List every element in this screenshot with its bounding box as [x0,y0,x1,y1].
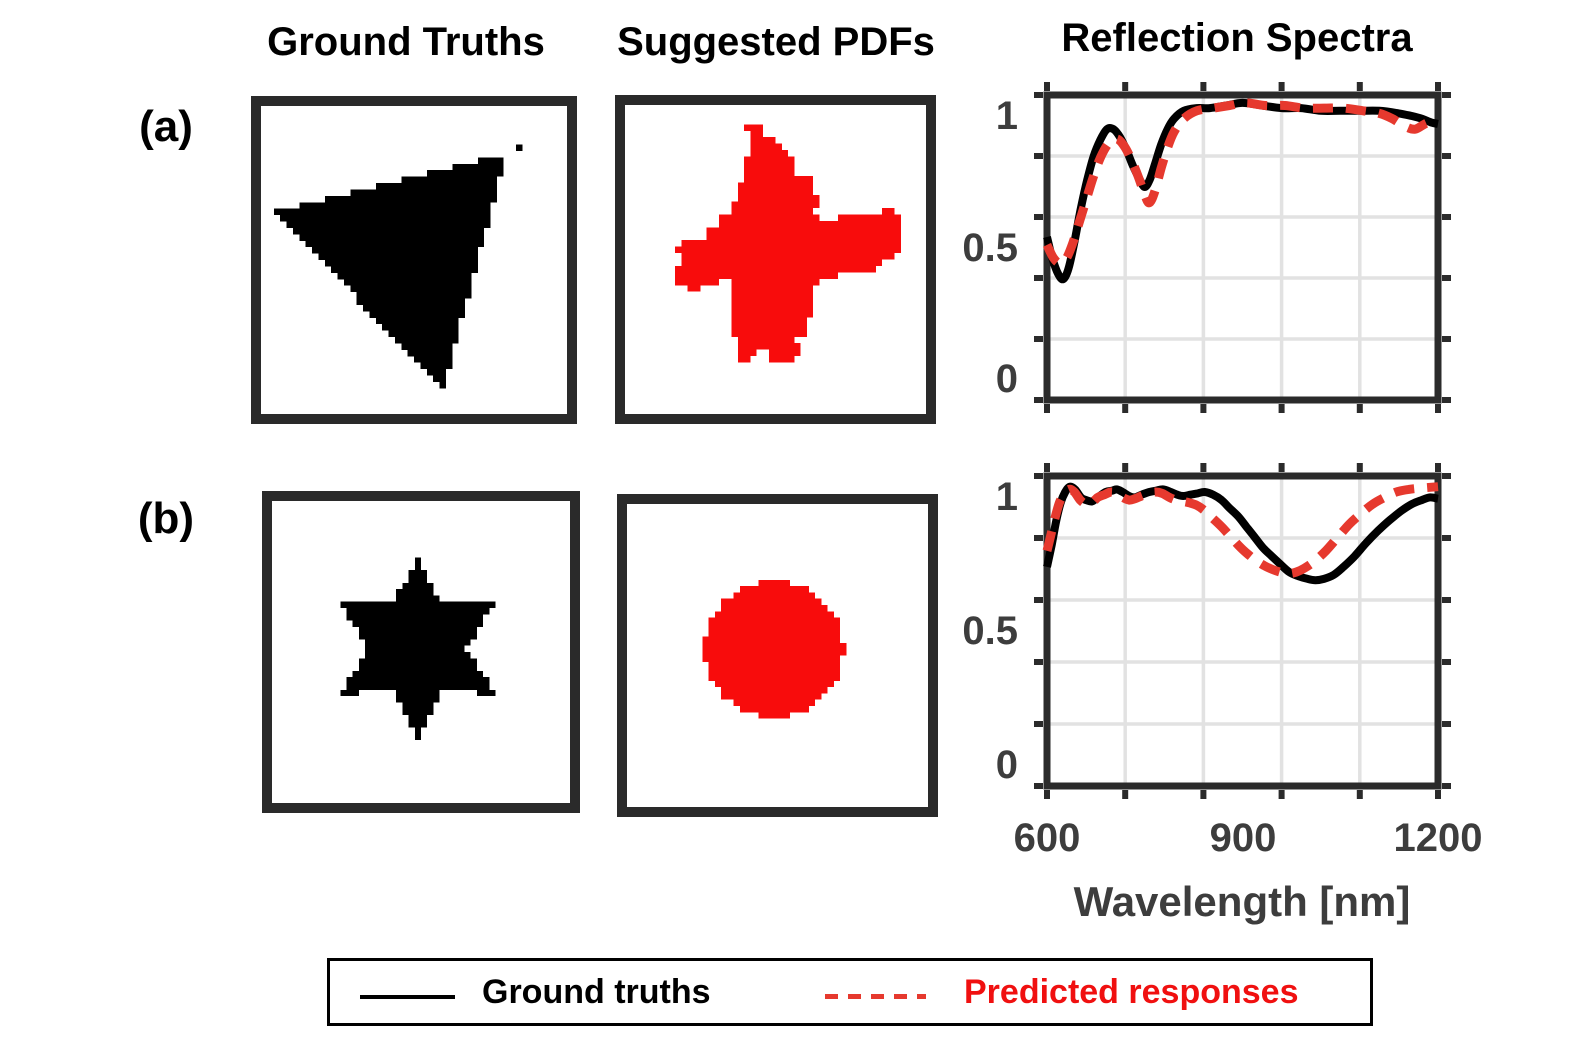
legend-label-ground-truths: Ground truths [482,973,711,1011]
plot-b-ytick-0-5: 0.5 [962,609,1018,653]
panel-label-a: (a) [139,102,193,151]
legend-box: Ground truths Predicted responses [327,958,1373,1026]
triangle-shape-image [261,106,567,414]
column-title-ground-truths: Ground Truths [267,20,545,64]
red-blob-shape-image [625,105,926,414]
xtick-600: 600 [1013,816,1081,860]
plot-b-ytick-1: 1 [995,475,1018,519]
legend-solid-line-swatch [360,995,455,999]
column-title-suggested-pdfs: Suggested PDFs [617,20,935,64]
plot-a-ytick-1: 1 [995,94,1018,138]
panel-label-b: (b) [137,494,195,543]
panel-a-suggested-pdf-shape [615,95,936,424]
star-shape-image [272,501,570,803]
panel-b-suggested-pdf-shape [617,494,938,817]
spectra-plot-b-svg [1034,463,1451,799]
spectra-plot-b [1034,463,1451,799]
legend-dashed-line-swatch [825,994,926,999]
plot-a-ytick-0-5: 0.5 [962,226,1018,270]
spectra-plot-a [1034,82,1451,413]
spectra-plot-a-svg [1034,82,1451,413]
panel-a-ground-truth-shape [251,96,577,424]
xtick-900: 900 [1209,816,1277,860]
red-circle-shape-image [627,504,928,807]
plot-a-ytick-0: 0 [995,357,1018,401]
column-title-reflection-spectra: Reflection Spectra [1061,16,1413,60]
plot-b-ytick-0: 0 [995,743,1018,787]
x-axis-label-wavelength: Wavelength [nm] [1073,878,1411,925]
legend-label-predicted-responses: Predicted responses [964,973,1299,1011]
xtick-1200: 1200 [1393,816,1483,860]
panel-b-ground-truth-shape [262,491,580,813]
